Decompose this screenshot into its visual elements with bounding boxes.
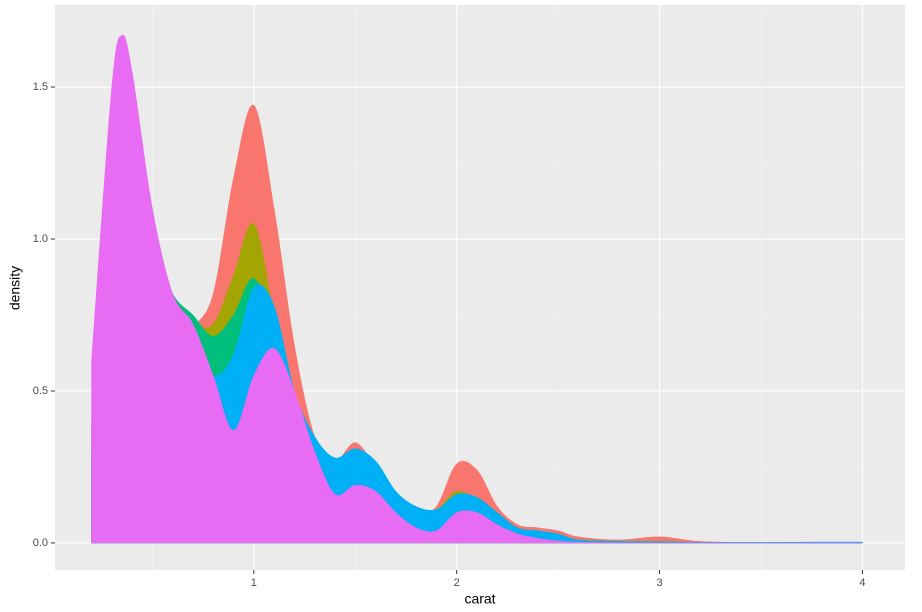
y-axis-title: density — [7, 266, 23, 310]
y-tick-label: 1.5 — [33, 81, 48, 93]
y-tick-label: 0.5 — [33, 385, 48, 397]
density-area — [91, 34, 863, 544]
y-tick-label: 0.0 — [33, 537, 48, 549]
x-tick-label: 3 — [656, 577, 662, 589]
x-tick-label: 4 — [859, 577, 865, 589]
y-tick-label: 1.0 — [33, 233, 48, 245]
x-tick-label: 1 — [251, 577, 257, 589]
x-axis-title: carat — [464, 591, 495, 607]
x-tick-label: 2 — [454, 577, 460, 589]
